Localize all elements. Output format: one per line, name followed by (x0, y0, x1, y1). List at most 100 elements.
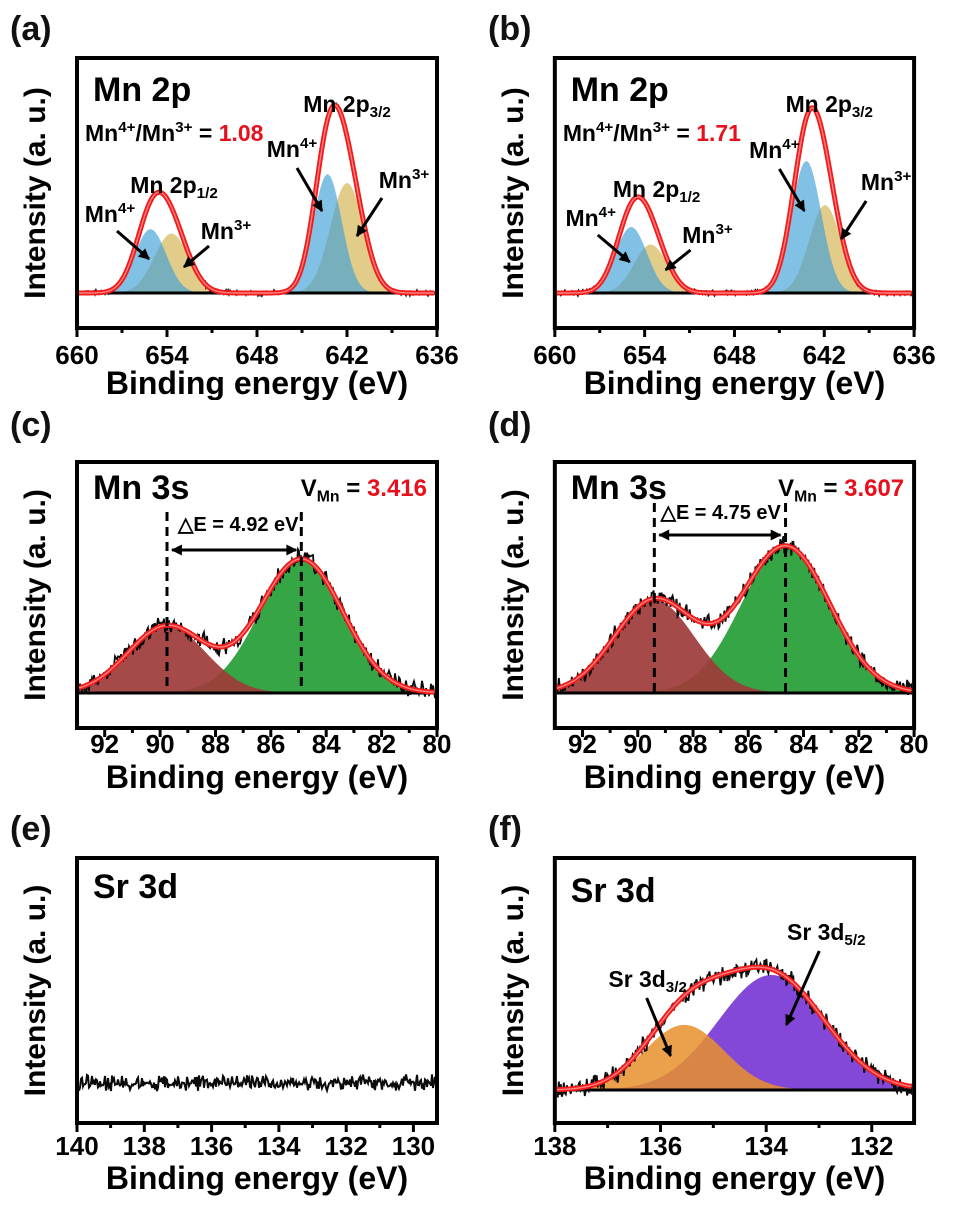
x-tick-label: 92 (90, 729, 119, 759)
fit-envelope-curve (556, 964, 913, 1093)
fit-envelope-curve (79, 556, 435, 695)
fit-envelope-core (79, 104, 435, 294)
delta-e-label: △E = 4.75 eV (660, 502, 782, 524)
x-tick-label: 140 (55, 1131, 98, 1161)
panel-d: (d) △E = 4.75 eV Mn 3s VMn = 3.607 92 90 88 86… (478, 400, 955, 810)
panel-letter-a: (a) (10, 10, 52, 48)
mn4-right-label-arrow (295, 167, 324, 212)
x-tick-label: 130 (392, 1131, 435, 1161)
mn2p12-label: Mn 2p1/2 (130, 172, 218, 202)
curves-group (556, 535, 913, 695)
delta-e-label: △E = 4.92 eV (177, 514, 299, 536)
ratio-annotation: Mn4+/Mn3+ = 1.08 (85, 119, 264, 146)
x-tick-label: 138 (533, 1131, 576, 1161)
x-tick-label: 88 (201, 729, 230, 759)
mn4-2p12-fill (556, 227, 913, 293)
x-tick-label: 132 (324, 1131, 367, 1161)
mn4-right-label-arrow (778, 168, 806, 212)
fit-envelope-curve (556, 105, 913, 296)
spectrum-plot-mn3s-c: △E = 4.92 eV Mn 3s VMn = 3.416 92 90 88 86 84 82… (19, 460, 451, 795)
x-tick-label: 654 (145, 340, 189, 370)
y-axis-title: Intensity (a. u.) (497, 87, 530, 299)
fit-envelope-core (556, 107, 912, 294)
y-axis-title: Intensity (a. u.) (19, 87, 52, 299)
x-axis-title: Binding energy (eV) (106, 1160, 408, 1196)
mn4-left-label: Mn4+ (85, 200, 136, 227)
curves-group (556, 956, 913, 1098)
mn3-left-label-arrow (183, 244, 210, 269)
fit-envelope-core (556, 545, 912, 692)
panel-letter-d: (d) (488, 406, 532, 444)
mn4-left-label-arrow (596, 233, 631, 264)
x-tick-label: 82 (844, 729, 873, 759)
x-tick-label: 80 (900, 729, 929, 759)
fit-envelope-curve (556, 543, 913, 693)
curves-group (79, 1073, 435, 1094)
panel-b: (b) Mn 2p3/2 Mn4+ Mn3+ Mn 2p1/2 Mn4+ Mn3+ Mn 2… (478, 0, 955, 400)
panel-a: (a) Mn 2p3/2 Mn4+ Mn3+ Mn 2p1/2 Mn4+ Mn3+ Mn 2… (0, 0, 478, 400)
fit-envelope-core (79, 558, 435, 693)
sr3d32-label-arrow (645, 997, 672, 1058)
x-tick-label: 82 (367, 729, 396, 759)
panel-letter-c: (c) (10, 406, 52, 444)
y-axis-title: Intensity (a. u.) (19, 489, 52, 701)
vmn-annotation: VMn = 3.416 (301, 475, 427, 505)
panel-letter-f: (f) (488, 810, 522, 848)
mn3-left-label: Mn3+ (682, 221, 733, 248)
sr3d52-fill (556, 975, 913, 1090)
mn2p32-label: Mn 2p3/2 (786, 91, 873, 121)
mn3-right-label-arrow (355, 197, 384, 237)
fit-envelope-curve (79, 102, 435, 296)
plot-border (552, 856, 917, 1125)
x-tick-label: 636 (892, 340, 935, 370)
x-tick-label: 642 (803, 340, 846, 370)
x-tick-label: 648 (713, 340, 756, 370)
x-tick-label: 132 (850, 1131, 893, 1161)
x-tick-label: 660 (55, 340, 98, 370)
mn3s-high-be-fill (79, 626, 435, 693)
x-tick-label: 138 (123, 1131, 166, 1161)
x-tick-label: 90 (623, 729, 652, 759)
mn2p12-label: Mn 2p1/2 (613, 176, 700, 206)
sr3d52-label: Sr 3d5/2 (787, 919, 865, 949)
spectrum-plot-sr3d-f: Sr 3d3/2 Sr 3d5/2 Sr 3d 138 136 134 132Binding… (497, 856, 917, 1196)
x-tick-label: 636 (415, 340, 458, 370)
x-tick-label: 136 (190, 1131, 233, 1161)
panel-f: (f) Sr 3d3/2 Sr 3d5/2 Sr 3d 138 136 134 132 Bin… (478, 810, 955, 1222)
x-tick-label: 642 (325, 340, 368, 370)
mn4-right-label: Mn4+ (267, 135, 318, 162)
panel-title: Mn 2p (93, 71, 191, 109)
mn4-2p12-fill (79, 229, 435, 293)
mn3-right-label: Mn3+ (861, 168, 912, 195)
raw-data-curve (79, 1073, 435, 1094)
x-tick-label: 90 (146, 729, 175, 759)
x-tick-label: 84 (789, 729, 818, 759)
mn3-right-label-arrow (839, 200, 868, 240)
fit-envelope-core (556, 966, 912, 1091)
panel-letter-e: (e) (10, 810, 52, 848)
ratio-annotation: Mn4+/Mn3+ = 1.71 (563, 119, 741, 146)
sr3d32-fill (556, 1024, 913, 1090)
panel-letter-b: (b) (488, 10, 532, 48)
x-tick-label: 648 (235, 340, 278, 370)
mn4-left-label-arrow (116, 229, 150, 261)
curves-group (79, 546, 435, 699)
x-axis-title: Binding energy (eV) (584, 365, 885, 400)
mn3-left-label: Mn3+ (201, 217, 252, 244)
curves-group (79, 102, 435, 298)
y-axis-title: Intensity (a. u.) (19, 885, 52, 1097)
x-tick-label: 660 (533, 340, 576, 370)
panel-title: Mn 2p (571, 71, 669, 109)
x-axis-title: Binding energy (eV) (106, 759, 408, 795)
panel-title: Mn 3s (93, 469, 189, 507)
mn3-left-label-arrow (664, 248, 692, 272)
x-tick-label: 86 (734, 729, 763, 759)
x-axis-title: Binding energy (eV) (584, 1160, 885, 1196)
panel-title: Sr 3d (93, 868, 178, 906)
x-tick-label: 92 (568, 729, 597, 759)
